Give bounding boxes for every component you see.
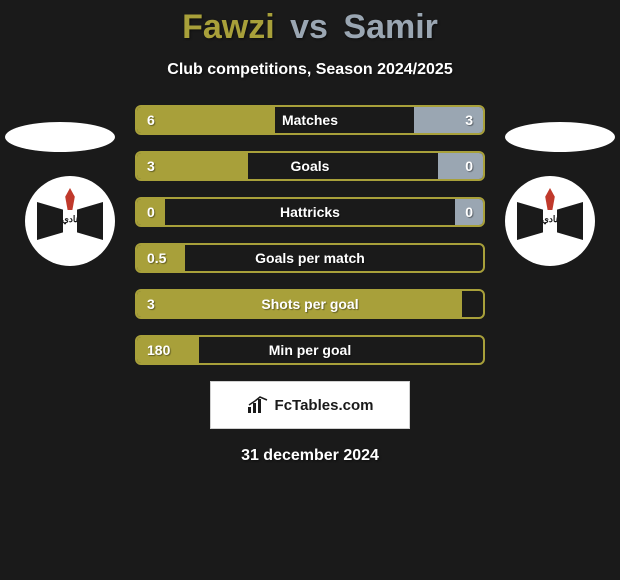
stat-bar-row: 00Hattricks — [135, 197, 485, 227]
badge-inner: نادي — [515, 186, 585, 256]
stat-bar-row: 3Shots per goal — [135, 289, 485, 319]
bar-label: Matches — [137, 112, 483, 128]
club-badge-right: نادي — [505, 176, 595, 266]
decor-ellipse-right — [505, 122, 615, 152]
stat-bar-row: 30Goals — [135, 151, 485, 181]
player1-name: Fawzi — [182, 8, 275, 46]
stat-bar-row: 0.5Goals per match — [135, 243, 485, 273]
date-label: 31 december 2024 — [0, 447, 620, 465]
decor-ellipse-left — [5, 122, 115, 152]
footer-attribution: FcTables.com — [210, 381, 410, 429]
vs-text: vs — [290, 8, 328, 46]
bar-label: Goals — [137, 158, 483, 174]
badge-inner: نادي — [35, 186, 105, 256]
page-title: Fawzi vs Samir — [0, 0, 620, 47]
bar-label: Hattricks — [137, 204, 483, 220]
bar-label: Goals per match — [137, 250, 483, 266]
bar-label: Shots per goal — [137, 296, 483, 312]
player2-name: Samir — [343, 8, 438, 46]
chart-icon — [247, 396, 269, 414]
club-badge-left: نادي — [25, 176, 115, 266]
flame-icon — [544, 188, 556, 210]
bar-label: Min per goal — [137, 342, 483, 358]
stat-bar-row: 63Matches — [135, 105, 485, 135]
flame-icon — [64, 188, 76, 210]
footer-site-name: FcTables.com — [275, 397, 374, 414]
badge-text: نادي — [35, 214, 105, 225]
subtitle: Club competitions, Season 2024/2025 — [0, 61, 620, 79]
stat-bar-row: 180Min per goal — [135, 335, 485, 365]
badge-text: نادي — [515, 214, 585, 225]
stats-bars: 63Matches 30Goals 00Hattricks 0.5Goals per … — [135, 105, 485, 365]
